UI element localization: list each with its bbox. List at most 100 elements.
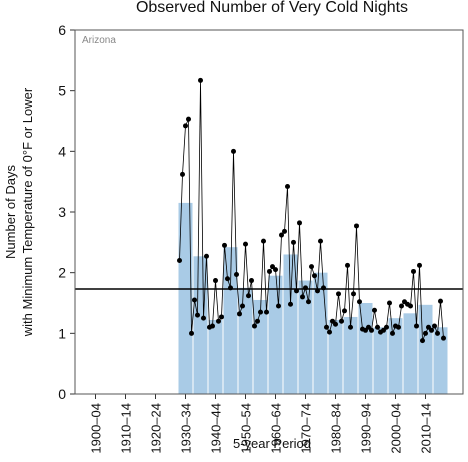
y-tick-label: 1 [58,325,66,341]
bar [193,256,208,394]
annual-point [339,318,344,324]
annual-point [303,285,308,291]
y-tick-label: 6 [58,22,66,38]
annual-point [219,314,224,320]
bar [373,327,388,394]
annual-point [429,327,434,333]
annual-point [258,309,263,315]
annual-point [210,323,215,329]
y-tick-label: 4 [58,143,66,159]
bar [298,280,313,394]
bar [208,319,223,394]
bar [268,275,283,394]
annual-point [369,327,374,333]
annual-point [279,232,284,238]
y-tick-label: 2 [58,265,66,281]
annual-point [228,285,233,291]
annual-point [315,288,320,294]
x-tick-label: 1900–04 [89,403,104,454]
annual-point [264,309,269,315]
annual-point [417,262,422,268]
annual-point [201,315,206,321]
y-axis-label: with Minimum Temperature of 0°F or Lower [20,87,35,337]
x-tick-label: 1920–24 [149,403,164,454]
chart-title: Observed Number of Very Cold Nights [136,0,408,16]
x-tick-label: 1970–74 [299,403,314,454]
annual-point [336,291,341,297]
annual-point [345,262,350,268]
annual-point [351,291,356,297]
annual-point [246,293,251,299]
annual-point [183,123,188,129]
bar [388,318,403,394]
annual-point [231,148,236,154]
bar [223,247,238,394]
annual-point [411,268,416,274]
annual-point [312,273,317,279]
x-tick-label: 1930–34 [179,403,194,454]
annual-point [234,271,239,277]
annual-point [372,307,377,313]
bar [328,319,343,394]
annual-point [408,303,413,309]
annual-point [204,253,209,259]
annual-point [273,267,278,273]
annual-point [375,324,380,330]
annual-point [267,268,272,274]
annual-point [282,228,287,234]
annual-point [384,324,389,330]
annual-point [357,299,362,305]
annual-point [300,294,305,300]
bar [403,313,418,394]
annual-point [399,303,404,309]
annual-point [309,264,314,270]
annual-point [420,338,425,344]
annual-point [291,239,296,245]
x-axis-label: 5-year Period [233,436,311,451]
annual-point [198,77,203,83]
annual-point [288,301,293,307]
bar [178,202,193,394]
annual-point [441,335,446,341]
annual-point [255,318,260,324]
bar [313,272,328,394]
annual-point [222,242,227,248]
annual-point [297,220,302,226]
annual-point [390,330,395,336]
x-tick-label: 1990–94 [359,403,374,454]
annual-point [348,324,353,330]
annual-point [213,278,218,284]
annual-point [354,223,359,229]
annual-point [318,238,323,244]
bar [238,287,253,394]
annual-point [387,300,392,306]
bar [358,303,373,394]
annual-point [342,308,347,314]
annual-point [423,330,428,336]
annual-point [216,318,221,324]
annual-point [285,184,290,190]
annual-point [192,297,197,303]
x-tick-label: 2010–14 [419,403,434,454]
x-tick-label: 1980–84 [329,403,344,454]
x-tick-label: 1940–44 [209,403,224,454]
annual-point [333,321,338,327]
annual-point [249,278,254,284]
y-axis-label: Number of Days [3,165,18,259]
annual-point [177,258,182,264]
bar [433,327,448,394]
annual-point [324,324,329,330]
y-tick-label: 3 [58,204,66,220]
annual-point [180,171,185,177]
x-tick-label: 2000–04 [389,403,404,454]
annual-point [240,303,245,309]
annual-point [435,330,440,336]
annual-point [252,323,257,329]
bar [343,316,358,394]
annual-point [414,323,419,329]
y-tick-label: 5 [58,83,66,99]
annual-point [237,311,242,317]
y-tick-label: 0 [58,386,66,402]
annual-point [438,298,443,304]
